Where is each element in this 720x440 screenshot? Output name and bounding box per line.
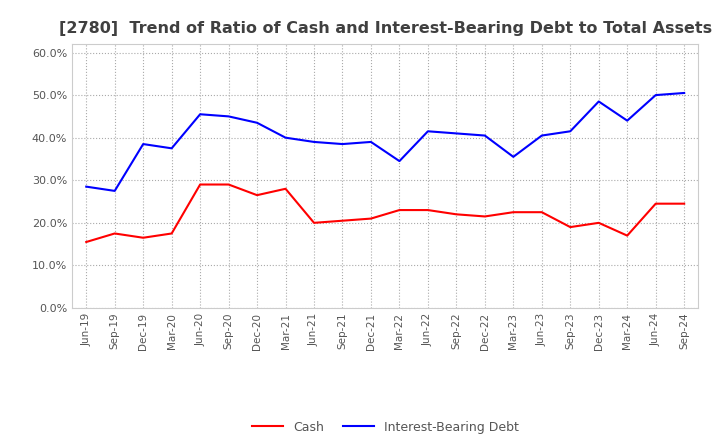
Interest-Bearing Debt xyxy=(452,131,461,136)
Interest-Bearing Debt xyxy=(139,141,148,147)
Cash xyxy=(623,233,631,238)
Interest-Bearing Debt xyxy=(282,135,290,140)
Interest-Bearing Debt xyxy=(595,99,603,104)
Line: Cash: Cash xyxy=(86,184,684,242)
Cash xyxy=(82,239,91,245)
Cash xyxy=(225,182,233,187)
Cash xyxy=(395,207,404,213)
Interest-Bearing Debt xyxy=(225,114,233,119)
Interest-Bearing Debt xyxy=(167,146,176,151)
Cash xyxy=(509,209,518,215)
Interest-Bearing Debt xyxy=(338,141,347,147)
Cash xyxy=(167,231,176,236)
Cash xyxy=(110,231,119,236)
Interest-Bearing Debt xyxy=(82,184,91,189)
Cash xyxy=(282,186,290,191)
Interest-Bearing Debt xyxy=(423,128,432,134)
Cash xyxy=(423,207,432,213)
Line: Interest-Bearing Debt: Interest-Bearing Debt xyxy=(86,93,684,191)
Interest-Bearing Debt xyxy=(196,112,204,117)
Cash xyxy=(680,201,688,206)
Interest-Bearing Debt xyxy=(652,92,660,98)
Cash xyxy=(139,235,148,240)
Interest-Bearing Debt xyxy=(509,154,518,159)
Cash xyxy=(196,182,204,187)
Interest-Bearing Debt xyxy=(253,120,261,125)
Interest-Bearing Debt xyxy=(680,90,688,95)
Interest-Bearing Debt xyxy=(537,133,546,138)
Cash xyxy=(595,220,603,225)
Cash xyxy=(338,218,347,224)
Cash xyxy=(253,193,261,198)
Cash xyxy=(652,201,660,206)
Cash xyxy=(452,212,461,217)
Cash xyxy=(566,224,575,230)
Interest-Bearing Debt xyxy=(623,118,631,123)
Cash xyxy=(310,220,318,225)
Interest-Bearing Debt xyxy=(366,139,375,145)
Cash xyxy=(537,209,546,215)
Legend: Cash, Interest-Bearing Debt: Cash, Interest-Bearing Debt xyxy=(247,416,523,439)
Interest-Bearing Debt xyxy=(480,133,489,138)
Interest-Bearing Debt xyxy=(566,128,575,134)
Cash xyxy=(366,216,375,221)
Interest-Bearing Debt xyxy=(310,139,318,145)
Interest-Bearing Debt xyxy=(395,158,404,164)
Interest-Bearing Debt xyxy=(110,188,119,194)
Title: [2780]  Trend of Ratio of Cash and Interest-Bearing Debt to Total Assets: [2780] Trend of Ratio of Cash and Intere… xyxy=(58,21,712,36)
Cash xyxy=(480,214,489,219)
